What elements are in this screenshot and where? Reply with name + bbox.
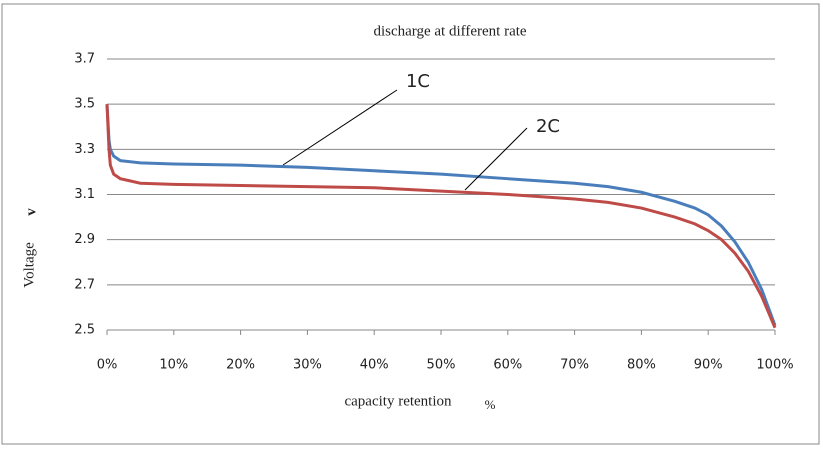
y-axis-unit: v [23, 208, 39, 216]
x-tick-label: 10% [159, 358, 188, 373]
series-label: 1C [406, 71, 430, 92]
x-tick-label: 100% [756, 358, 793, 373]
x-axis-label: capacity retention [344, 393, 452, 409]
x-tick-label: 70% [560, 358, 589, 373]
x-tick-label: 50% [427, 358, 456, 373]
x-tick-label: 0% [97, 358, 118, 373]
chart-title: discharge at different rate [373, 23, 526, 39]
series-line [105, 104, 777, 329]
chart-border [1, 3, 820, 445]
y-tick-label: 2.7 [74, 277, 95, 292]
x-tick-label: 30% [293, 358, 322, 373]
x-tick-label: 20% [226, 358, 255, 373]
y-tick-label: 2.5 [74, 323, 95, 338]
y-tick-label: 3.7 [74, 52, 95, 67]
y-tick-label: 2.9 [74, 232, 95, 247]
x-tick-label: 60% [493, 358, 522, 373]
x-tick-label: 90% [694, 358, 723, 373]
y-tick-label: 3.3 [74, 142, 95, 157]
series-label: 2C [536, 116, 560, 137]
y-tick-label: 3.5 [74, 97, 95, 112]
callout-line [464, 127, 528, 191]
y-tick-label: 3.1 [74, 187, 95, 202]
x-tick-label: 40% [360, 358, 389, 373]
callout-line [282, 89, 398, 166]
series-line [105, 104, 777, 327]
x-axis-unit: % [485, 397, 496, 412]
y-axis-label: Voltage [21, 242, 37, 288]
x-tick-label: 80% [627, 358, 656, 373]
